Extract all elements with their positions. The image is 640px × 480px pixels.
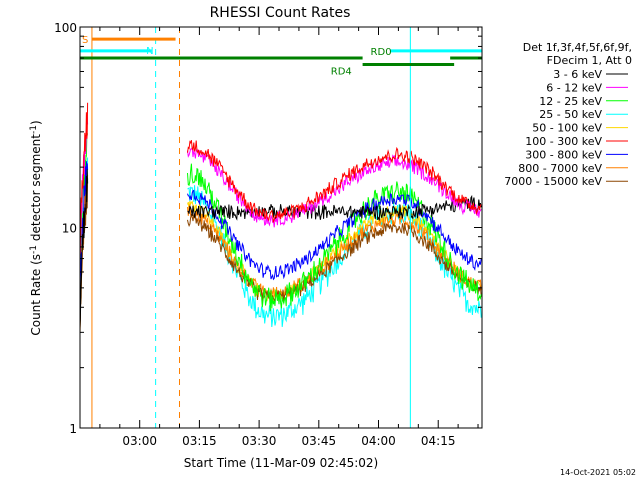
- x-axis-label: Start Time (11-Mar-09 02:45:02): [184, 456, 378, 470]
- series-line-early-6: [80, 161, 89, 291]
- series-line-5: [187, 140, 482, 223]
- flag-label-rd0: RD0: [371, 47, 392, 58]
- series-line-0: [187, 194, 482, 222]
- series-line-early-5: [80, 102, 89, 258]
- y-axis-label-suffix: ): [29, 120, 43, 125]
- y-tick-label: 10: [62, 222, 77, 236]
- series-layer: [80, 102, 482, 334]
- footer-date: 14-Oct-2021 05:02: [560, 468, 636, 477]
- series-line-1: [187, 146, 482, 228]
- legend-label-3: 25 - 50 keV: [539, 108, 602, 121]
- legend-label-4: 50 - 100 keV: [532, 122, 602, 135]
- legend-label-0: 3 - 6 keV: [553, 68, 602, 81]
- series-line-6: [187, 189, 482, 281]
- x-tick-label: 03:45: [302, 434, 337, 448]
- legend-label-8: 7000 - 15000 keV: [504, 175, 602, 188]
- legend: Det 1f,3f,4f,5f,6f,9f, FDecim 1, Att 0 3…: [504, 41, 632, 188]
- series-line-early-0: [80, 169, 89, 329]
- legend-label-7: 800 - 7000 keV: [518, 162, 602, 175]
- y-axis-label-mid: detector segment: [29, 134, 43, 245]
- y-axis-label-prefix: Count Rate (s: [29, 254, 43, 336]
- y-axis-label-exp2: -1: [29, 125, 39, 134]
- series-line-2: [187, 163, 482, 312]
- legend-header-line2: FDecim 1, Att 0: [547, 54, 632, 67]
- x-tick-label: 03:15: [182, 434, 217, 448]
- legend-label-5: 100 - 300 keV: [525, 135, 602, 148]
- y-axis-label: Count Rate (s-1 detector segment-1): [29, 120, 43, 335]
- y-tick-label: 1: [69, 422, 77, 436]
- series-line-8: [187, 213, 482, 304]
- x-tick-label: 03:30: [242, 434, 277, 448]
- x-tick-label: 04:00: [361, 434, 396, 448]
- y-tick-label: 100: [54, 21, 77, 35]
- flag-label-n: N: [146, 46, 153, 57]
- axis-layer: 03:00 03:15 03:30 03:45 04:00 04:15 1 10 100: [54, 21, 482, 448]
- legend-header-line1: Det 1f,3f,4f,5f,6f,9f,: [523, 41, 632, 54]
- y-axis-label-exp1: -1: [29, 245, 39, 254]
- flag-label-rd4: RD4: [331, 67, 352, 78]
- flag-layer: N S RD0 RD4: [80, 27, 482, 428]
- legend-label-6: 300 - 800 keV: [525, 148, 602, 161]
- legend-label-2: 12 - 25 keV: [539, 95, 602, 108]
- legend-label-1: 6 - 12 keV: [546, 81, 602, 94]
- x-tick-label: 03:00: [122, 434, 157, 448]
- flag-label-s: S: [82, 35, 88, 46]
- chart-title: RHESSI Count Rates: [210, 5, 351, 21]
- x-tick-label: 04:15: [421, 434, 456, 448]
